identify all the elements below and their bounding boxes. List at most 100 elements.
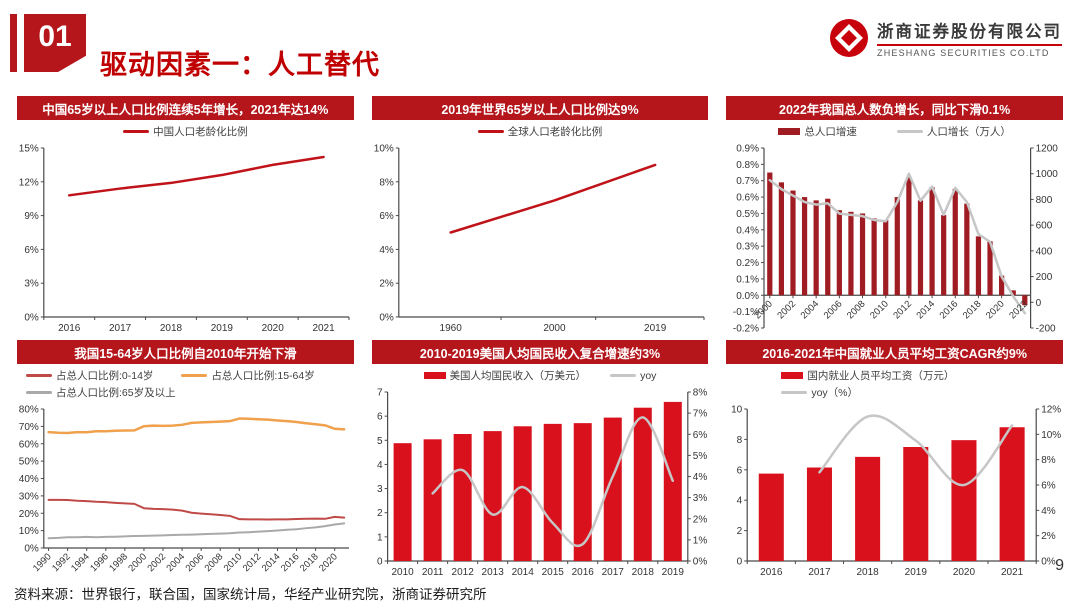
china-aging-chart-canvas: 0% 3% 6% 9% 12% 15% 2016 2017 2018 2019 2020 2021 <box>14 140 357 334</box>
svg-text:2018: 2018 <box>631 567 654 578</box>
svg-text:1960: 1960 <box>439 323 462 334</box>
svg-text:1200: 1200 <box>1036 144 1059 155</box>
svg-text:2016: 2016 <box>58 323 81 334</box>
svg-text:4: 4 <box>737 496 743 507</box>
svg-text:0: 0 <box>377 557 383 568</box>
svg-text:0.1%: 0.1% <box>737 274 760 285</box>
panel-banner-text: 2022年我国总人数负增长，同比下滑0.1% <box>779 102 1011 117</box>
svg-text:60%: 60% <box>19 439 39 450</box>
svg-text:0.3%: 0.3% <box>737 242 760 253</box>
legend-item: 中国人口老龄化比例 <box>123 124 248 139</box>
legend-swatch-bar-icon <box>423 372 446 379</box>
svg-text:-200: -200 <box>1036 324 1056 335</box>
legend-row: 全球人口老龄化比例 <box>369 123 712 140</box>
svg-text:0.7%: 0.7% <box>737 176 760 187</box>
panel-banner-text: 2019年世界65岁以上人口比例达9% <box>441 102 639 117</box>
legend-item: 国内就业人员平均工资（万元） <box>781 368 954 383</box>
legend-item: 全球人口老龄化比例 <box>477 124 603 139</box>
svg-text:20%: 20% <box>19 509 39 520</box>
logo-text: 浙商证券股份有限公司 ZHESHANG SECURITIES CO.LTD <box>877 18 1062 58</box>
svg-text:4%: 4% <box>692 472 707 483</box>
chart-legend: 占总人口比例:0-14岁 占总人口比例:15-64岁占总人口比例:65岁及以上 <box>14 364 357 401</box>
svg-text:2017: 2017 <box>809 567 832 578</box>
legend-item: 美国人均国民收入（万美元） <box>423 368 587 383</box>
svg-text:0: 0 <box>1036 298 1042 309</box>
section-number-badge: 01 <box>24 14 86 72</box>
svg-text:1990: 1990 <box>31 551 54 574</box>
svg-text:6%: 6% <box>692 430 707 441</box>
chart-svg: 0 1 2 3 4 5 6 7 0% 1% 2% 3% 4% 5% 6% 7% 8% 2010 2011 2012 20… <box>377 388 707 579</box>
population-growth-chart-canvas: -0.2% -0.1% 0.0% 0.1% 0.2% 0.3% 0.4% 0.5% 0.6% 0.… <box>723 140 1066 335</box>
svg-text:2015: 2015 <box>541 567 564 578</box>
svg-text:0.6%: 0.6% <box>737 193 760 204</box>
svg-text:6%: 6% <box>24 245 39 256</box>
svg-text:8: 8 <box>737 435 743 446</box>
svg-text:2013: 2013 <box>481 567 504 578</box>
legend-label: 全球人口老龄化比例 <box>507 126 603 138</box>
panel-banner: 中国65岁以上人口比例连续5年增长，2021年达14% <box>17 96 354 120</box>
chart-legend: 中国人口老龄化比例 <box>14 120 357 140</box>
svg-text:2018: 2018 <box>298 551 321 574</box>
svg-text:200: 200 <box>1036 272 1053 283</box>
svg-text:0.0%: 0.0% <box>737 291 760 302</box>
svg-text:2020: 2020 <box>953 567 976 578</box>
svg-text:10: 10 <box>731 405 743 416</box>
svg-text:2020: 2020 <box>317 551 340 574</box>
legend-item: 占总人口比例:65岁及以上 <box>26 385 176 400</box>
svg-text:2018: 2018 <box>961 299 984 322</box>
svg-text:2004: 2004 <box>799 299 822 322</box>
svg-text:10%: 10% <box>19 526 39 537</box>
panel-china-wage: 2016-2021年中国就业人员平均工资CAGR约9% 国内就业人员平均工资（万… <box>723 340 1066 578</box>
svg-text:1998: 1998 <box>107 551 130 574</box>
panel-china-population-growth: 2022年我国总人数负增长，同比下滑0.1% 总人口增速 人口增长（万人） -0.… <box>723 96 1066 334</box>
svg-text:-0.2%: -0.2% <box>733 324 759 335</box>
svg-text:9%: 9% <box>24 211 39 222</box>
svg-text:2016: 2016 <box>279 551 302 574</box>
svg-text:2019: 2019 <box>661 567 684 578</box>
svg-text:3: 3 <box>377 484 383 495</box>
legend-item: 总人口增速 <box>778 124 857 139</box>
legend-item: 人口增长（万人） <box>896 124 1011 139</box>
svg-text:2010: 2010 <box>222 551 245 574</box>
legend-label: 占总人口比例:15-64岁 <box>211 370 315 382</box>
legend-row: 总人口增速 人口增长（万人） <box>723 123 1066 140</box>
legend-label: yoy <box>640 369 657 382</box>
legend-swatch-bar-icon <box>781 372 804 379</box>
panel-working-age-share: 我国15-64岁人口比例自2010年开始下滑 占总人口比例:0-14岁 占总人口比… <box>14 340 357 578</box>
svg-text:6%: 6% <box>1042 481 1057 492</box>
section-number: 01 <box>38 20 72 53</box>
legend-label: 占总人口比例:0-14岁 <box>56 370 154 382</box>
panel-world-aging-ratio: 2019年世界65岁以上人口比例达9% 全球人口老龄化比例 0% 2% 4% 6% 8%… <box>369 96 712 334</box>
world-aging-chart-canvas: 0% 2% 4% 6% 8% 10% 1960 2000 2019 <box>369 140 712 334</box>
svg-text:2016: 2016 <box>938 299 961 322</box>
svg-text:40%: 40% <box>19 474 39 485</box>
svg-text:30%: 30% <box>19 491 39 502</box>
source-note: 资料来源：世界银行，联合国，国家统计局，华经产业研究院，浙商证券研究所 <box>14 587 487 602</box>
legend-label: 美国人均国民收入（万美元） <box>449 370 587 382</box>
svg-text:2019: 2019 <box>905 567 928 578</box>
chart-legend: 全球人口老龄化比例 <box>369 120 712 140</box>
svg-text:0.4%: 0.4% <box>737 225 760 236</box>
svg-text:10%: 10% <box>1042 430 1062 441</box>
legend-swatch-line-icon <box>26 391 52 394</box>
svg-text:0%: 0% <box>24 544 39 555</box>
svg-text:10%: 10% <box>373 144 393 155</box>
legend-item: 占总人口比例:15-64岁 <box>181 368 315 383</box>
svg-text:0%: 0% <box>24 313 39 324</box>
svg-text:0%: 0% <box>1042 557 1057 568</box>
panel-banner: 2019年世界65岁以上人口比例达9% <box>371 96 709 120</box>
legend-label: yoy（%） <box>811 387 859 399</box>
svg-text:70%: 70% <box>19 422 39 433</box>
zheshang-logo-icon <box>830 19 868 57</box>
svg-text:2014: 2014 <box>260 551 283 574</box>
svg-text:0: 0 <box>737 557 743 568</box>
svg-text:8%: 8% <box>1042 455 1057 466</box>
legend-item: 占总人口比例:0-14岁 <box>26 368 153 383</box>
svg-text:2012: 2012 <box>451 567 474 578</box>
legend-label: 总人口增速 <box>804 126 857 138</box>
svg-text:3%: 3% <box>24 279 39 290</box>
svg-text:0.2%: 0.2% <box>737 258 760 269</box>
legend-label: 人口增长（万人） <box>926 126 1011 138</box>
svg-text:1994: 1994 <box>69 551 92 574</box>
legend-row: 国内就业人员平均工资（万元） <box>723 367 1066 384</box>
